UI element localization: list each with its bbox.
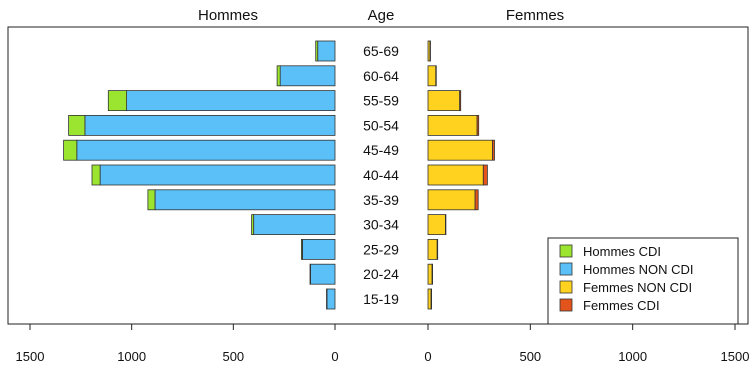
tick-label-left-1000: 1000	[117, 349, 146, 364]
legend-label-femmes-non-cdi: Femmes NON CDI	[583, 280, 692, 295]
bar-femmes-non-cdi-60-64	[428, 66, 436, 86]
age-label-45-49: 45-49	[363, 142, 399, 158]
bar-hommes-non-cdi-15-19	[327, 289, 335, 309]
bar-hommes-non-cdi-50-54	[85, 115, 335, 135]
bar-hommes-non-cdi-45-49	[77, 140, 335, 160]
bar-hommes-cdi-50-54	[69, 115, 85, 135]
bar-femmes-cdi-50-54	[477, 115, 479, 135]
tick-label-left-0: 0	[331, 349, 338, 364]
legend-swatch-femmes-cdi	[560, 299, 572, 311]
bar-femmes-non-cdi-20-24	[428, 264, 432, 284]
legend: Hommes CDI Hommes NON CDI Femmes NON CDI Fe…	[548, 238, 738, 324]
age-labels-group: 65-69 60-64 55-59 50-54 45-49 40-44 35-39 30-34…	[363, 43, 399, 307]
bar-hommes-cdi-65-69	[316, 41, 318, 61]
bar-hommes-cdi-25-29	[301, 239, 302, 259]
bar-hommes-cdi-40-44	[92, 165, 100, 185]
bar-femmes-cdi-45-49	[493, 140, 495, 160]
bar-hommes-cdi-15-19	[327, 289, 328, 309]
age-label-55-59: 55-59	[363, 93, 399, 109]
legend-swatch-hommes-non-cdi	[560, 263, 572, 275]
bar-femmes-non-cdi-55-59	[428, 91, 460, 111]
bar-hommes-non-cdi-25-29	[303, 239, 336, 259]
bar-femmes-non-cdi-35-39	[428, 190, 475, 210]
age-label-15-19: 15-19	[363, 291, 399, 307]
bar-femmes-non-cdi-25-29	[428, 239, 437, 259]
bar-femmes-non-cdi-50-54	[428, 115, 477, 135]
tick-label-right-1500: 1500	[721, 349, 750, 364]
bar-hommes-non-cdi-20-24	[311, 264, 335, 284]
bar-femmes-non-cdi-40-44	[428, 165, 483, 185]
bar-femmes-cdi-35-39	[475, 190, 478, 210]
bar-femmes-non-cdi-45-49	[428, 140, 493, 160]
bars-group	[64, 41, 495, 309]
bar-hommes-cdi-45-49	[64, 140, 77, 160]
bar-hommes-non-cdi-60-64	[280, 66, 335, 86]
bar-hommes-non-cdi-30-34	[254, 215, 335, 235]
bar-femmes-cdi-15-19	[431, 289, 432, 309]
tick-label-left-500: 500	[222, 349, 244, 364]
bar-femmes-cdi-60-64	[436, 66, 437, 86]
tick-label-right-0: 0	[424, 349, 431, 364]
bar-hommes-non-cdi-35-39	[155, 190, 335, 210]
bar-femmes-cdi-40-44	[483, 165, 487, 185]
tick-label-left-1500: 1500	[16, 349, 45, 364]
bar-femmes-cdi-30-34	[445, 215, 446, 235]
age-label-60-64: 60-64	[363, 68, 399, 84]
bar-hommes-cdi-30-34	[252, 215, 254, 235]
age-label-30-34: 30-34	[363, 217, 399, 233]
bar-femmes-non-cdi-15-19	[428, 289, 431, 309]
legend-swatch-hommes-cdi	[560, 245, 572, 257]
age-label-35-39: 35-39	[363, 192, 399, 208]
age-label-50-54: 50-54	[363, 117, 399, 133]
bar-femmes-non-cdi-30-34	[428, 215, 445, 235]
header-left: Hommes	[198, 7, 258, 24]
tick-label-right-1000: 1000	[618, 349, 647, 364]
age-label-65-69: 65-69	[363, 43, 399, 59]
tick-label-right-500: 500	[519, 349, 541, 364]
bar-hommes-cdi-60-64	[277, 66, 280, 86]
header-right: Femmes	[506, 7, 564, 24]
bar-femmes-cdi-55-59	[460, 91, 461, 111]
axes-group: 1500 1000 500 0 0 500 1000 1500	[16, 324, 750, 364]
bar-femmes-cdi-65-69	[430, 41, 431, 61]
legend-label-hommes-cdi: Hommes CDI	[583, 244, 661, 259]
age-label-40-44: 40-44	[363, 167, 399, 183]
legend-swatch-femmes-non-cdi	[560, 281, 572, 293]
age-label-25-29: 25-29	[363, 241, 399, 257]
bar-hommes-non-cdi-40-44	[100, 165, 335, 185]
bar-hommes-cdi-35-39	[148, 190, 155, 210]
header-center: Age	[368, 7, 395, 24]
legend-label-femmes-cdi: Femmes CDI	[583, 298, 660, 313]
bar-hommes-cdi-55-59	[108, 91, 126, 111]
bar-hommes-non-cdi-65-69	[318, 41, 335, 61]
legend-label-hommes-non-cdi: Hommes NON CDI	[583, 262, 694, 277]
age-label-20-24: 20-24	[363, 266, 399, 282]
bar-femmes-cdi-25-29	[437, 239, 438, 259]
bar-femmes-cdi-20-24	[432, 264, 433, 284]
bar-hommes-non-cdi-55-59	[127, 91, 335, 111]
bar-hommes-cdi-20-24	[310, 264, 311, 284]
